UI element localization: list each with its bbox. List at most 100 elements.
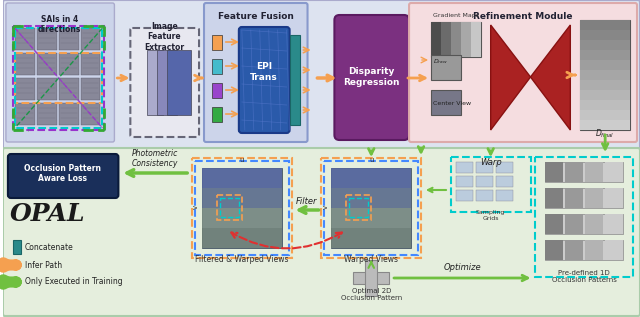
Bar [202,188,282,208]
Bar [585,188,603,208]
Bar [565,214,583,234]
Text: Only Executed in Training: Only Executed in Training [25,277,122,287]
Text: u: u [239,157,244,163]
Bar [202,228,282,248]
Bar [495,190,513,201]
Text: u: u [369,157,374,163]
Bar [13,240,21,254]
Text: Warped Views: Warped Views [344,255,398,264]
Bar [220,198,239,217]
Bar [565,240,583,260]
Text: OPAL: OPAL [10,202,86,226]
Bar [15,78,35,100]
Bar [290,35,300,125]
Bar [36,78,57,100]
FancyBboxPatch shape [239,27,290,133]
Bar [545,162,563,182]
Bar [346,195,371,220]
FancyBboxPatch shape [204,3,308,142]
Bar [59,53,79,75]
Bar [441,22,451,57]
Bar [461,22,471,57]
Bar [580,30,630,40]
Bar [580,20,630,30]
Bar [217,195,242,220]
Bar [332,188,411,208]
Bar [59,103,79,125]
Bar [545,188,563,208]
Polygon shape [531,25,570,130]
Bar [15,53,35,75]
Bar [451,22,461,57]
Text: Filter: Filter [296,197,317,206]
Bar [202,168,282,188]
Bar [36,103,57,125]
Bar [36,28,57,50]
FancyBboxPatch shape [8,154,118,198]
Bar [545,214,563,234]
Text: $D_{raw}$: $D_{raw}$ [433,57,448,66]
Bar [476,162,493,173]
Bar [580,20,630,130]
Bar [15,28,35,50]
Bar [585,240,603,260]
FancyBboxPatch shape [131,28,199,137]
Bar [456,176,473,187]
Bar [353,272,389,284]
Bar [431,55,461,80]
Text: v: v [323,205,328,209]
Bar [15,28,102,128]
Text: Occlusion Pattern
Aware Loss: Occlusion Pattern Aware Loss [24,164,101,184]
Bar [324,161,418,255]
Bar [147,50,163,115]
FancyBboxPatch shape [6,3,115,142]
Bar [81,103,100,125]
Bar [545,240,563,260]
Bar [605,188,623,208]
Text: Pre-defined 1D
Occlusion Patterns: Pre-defined 1D Occlusion Patterns [552,270,617,283]
Bar [36,53,57,75]
Bar [212,59,222,74]
Bar [81,28,100,50]
Bar [167,50,191,115]
FancyBboxPatch shape [3,0,640,149]
Text: Optimal 2D
Occlusion Pattern: Optimal 2D Occlusion Pattern [340,288,402,301]
Bar [580,60,630,70]
Bar [580,40,630,50]
Text: Image
Feature
Extractor: Image Feature Extractor [144,22,184,52]
Bar [212,83,222,98]
Bar [202,168,282,248]
Bar [545,188,623,208]
Bar [332,168,411,188]
Bar [212,107,222,122]
Text: Filtered & Warped Views: Filtered & Warped Views [195,255,289,264]
Text: Feature Fusion: Feature Fusion [218,12,294,21]
Text: Warp: Warp [480,158,502,167]
Bar [456,190,473,201]
Bar [585,162,603,182]
Text: $D_{final}$: $D_{final}$ [595,128,615,140]
Text: Optimize: Optimize [444,263,482,272]
Bar [212,35,222,50]
Text: SAIs in 4
directions: SAIs in 4 directions [38,15,81,35]
Text: Infer Path: Infer Path [25,261,62,269]
Bar [605,240,623,260]
Text: Gradient Maps: Gradient Maps [433,13,479,18]
Bar [545,162,623,182]
Text: v: v [193,205,199,209]
Bar [545,240,623,260]
Bar [202,208,282,228]
Text: Disparity
Regression: Disparity Regression [343,67,399,87]
Bar [332,208,411,228]
Bar [605,214,623,234]
Bar [471,22,481,57]
Bar [605,162,623,182]
Bar [365,260,377,296]
Bar [580,80,630,90]
Bar [59,28,79,50]
Text: Refinement Module: Refinement Module [473,12,572,21]
Bar [585,214,603,234]
Bar [431,22,481,57]
Bar [349,198,368,217]
Bar [495,176,513,187]
